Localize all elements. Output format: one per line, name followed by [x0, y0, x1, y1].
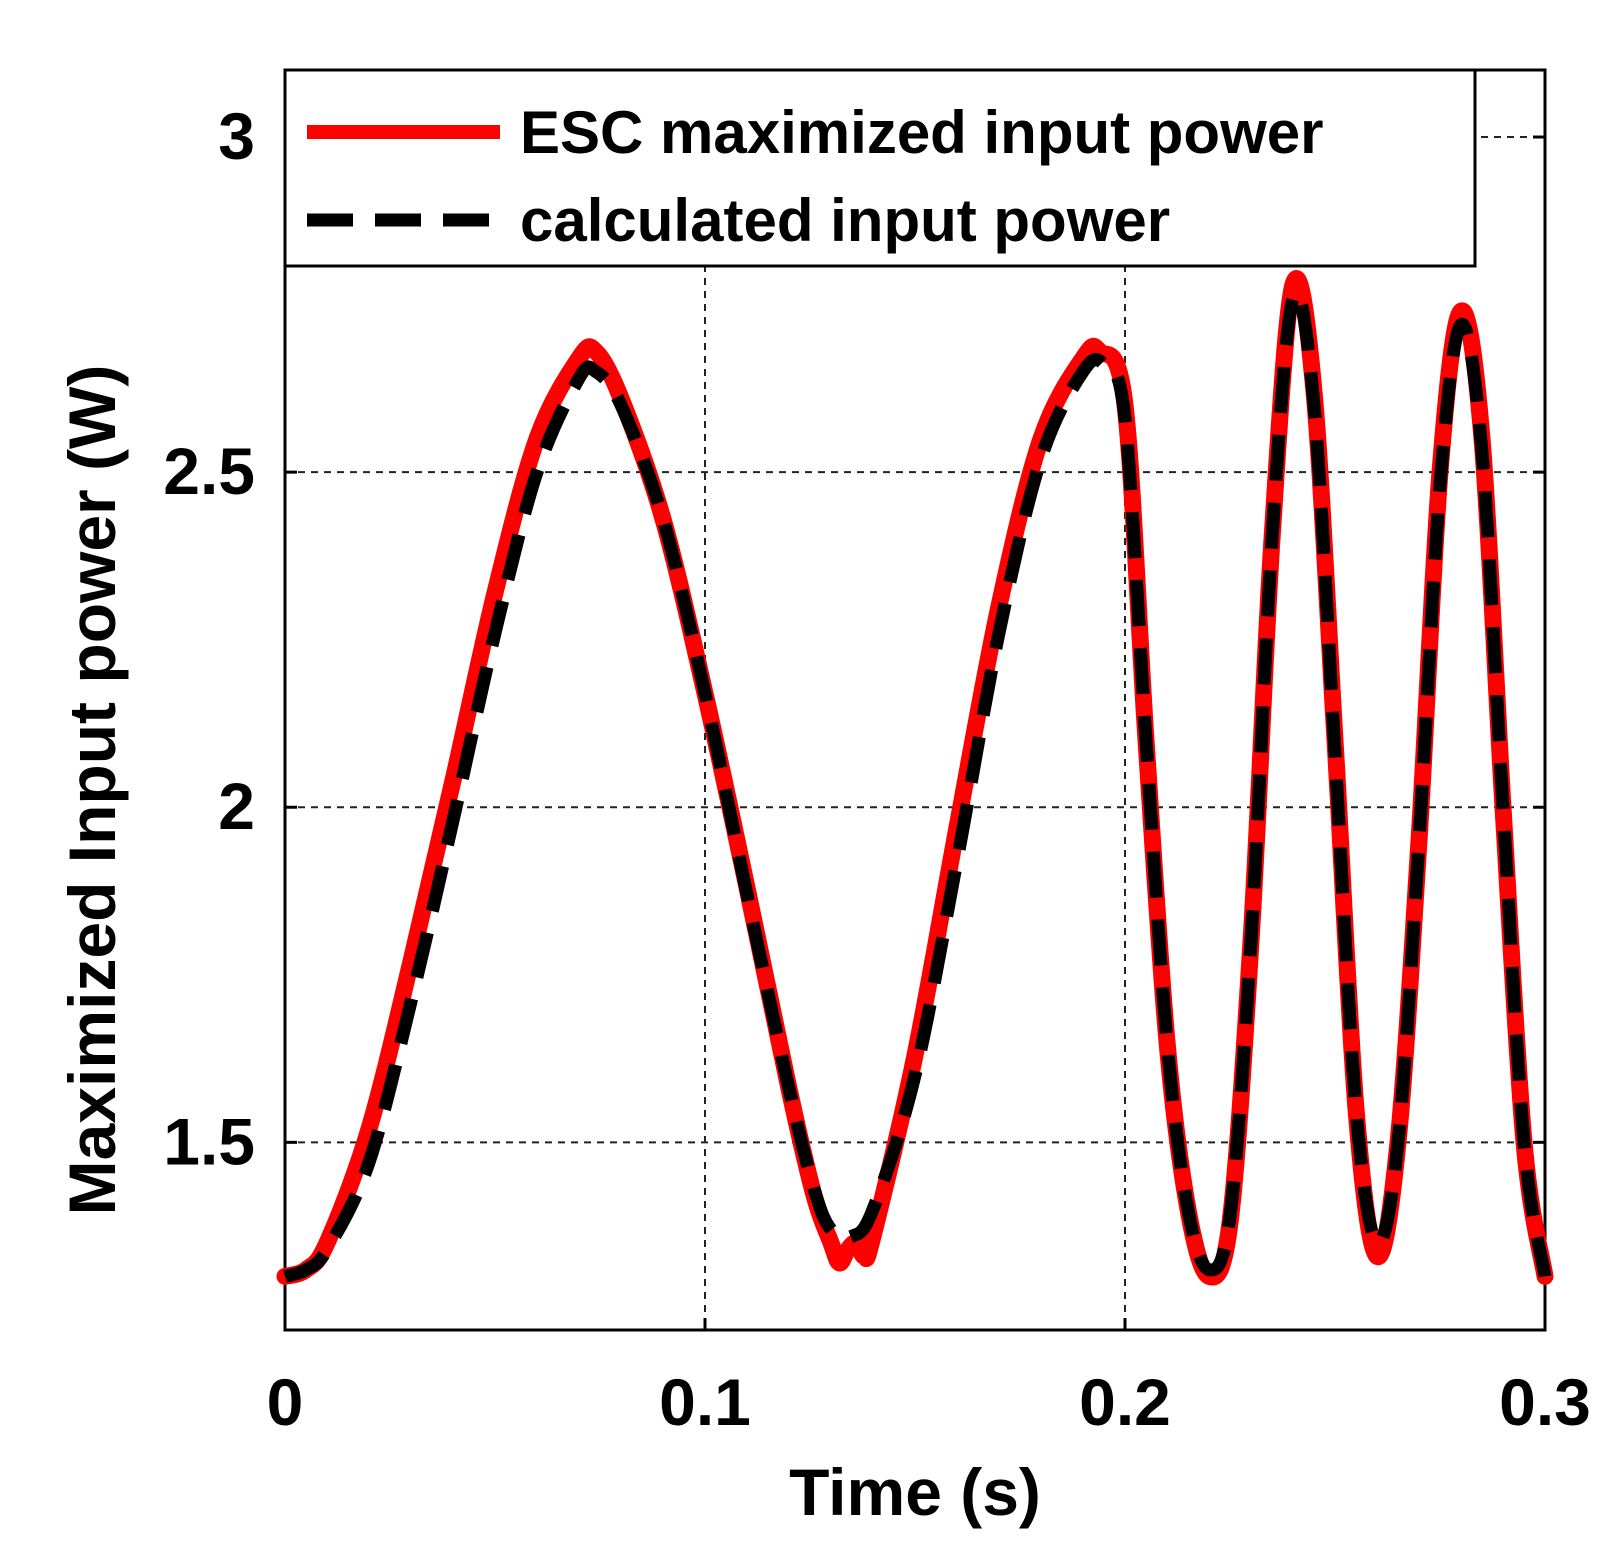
x-tick-label: 0.3	[1499, 1365, 1591, 1439]
x-axis-label: Time (s)	[789, 1455, 1041, 1529]
legend-label-esc: ESC maximized input power	[520, 99, 1323, 166]
legend: ESC maximized input power calculated inp…	[283, 68, 1477, 268]
ticks: 0 0.1 0.2 0.3 1.5 2 2.5 3	[163, 70, 1591, 1439]
y-axis-label: Maximized Input power (W)	[55, 365, 129, 1216]
series-line-esc	[276, 270, 1554, 1286]
series-line-calculated	[283, 286, 1552, 1283]
legend-label-calculated: calculated input power	[520, 187, 1170, 254]
y-tick-label: 1.5	[163, 1104, 255, 1178]
y-tick-label: 2	[218, 769, 255, 843]
x-tick-label: 0.2	[1079, 1365, 1171, 1439]
legend-box	[283, 68, 1477, 268]
x-tick-label: 0.1	[659, 1365, 751, 1439]
y-tick-label: 2.5	[163, 434, 255, 508]
y-tick-label: 3	[218, 99, 255, 173]
series-lines	[276, 270, 1554, 1286]
x-tick-label: 0	[267, 1365, 304, 1439]
